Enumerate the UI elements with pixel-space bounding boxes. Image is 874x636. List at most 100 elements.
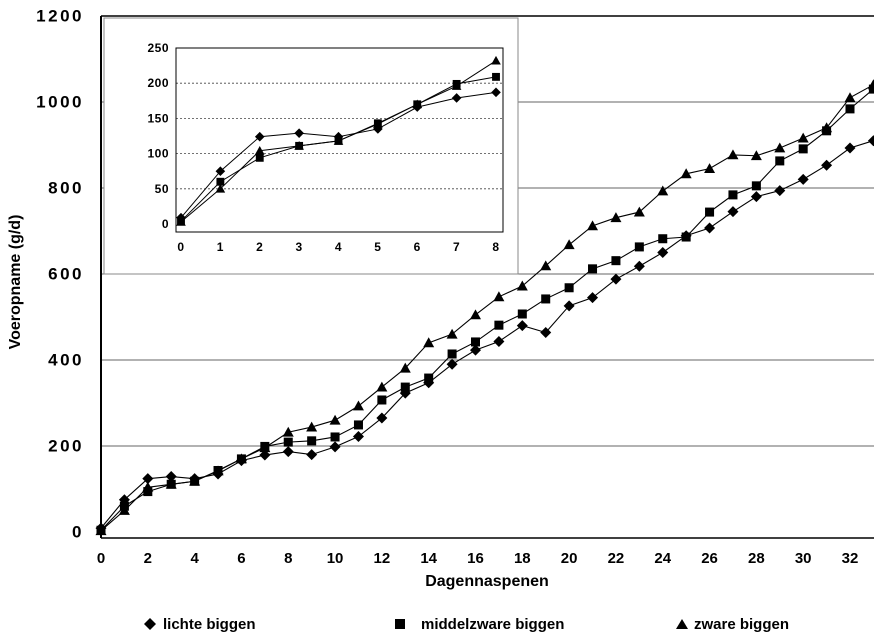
main-data-point-triangle [516, 280, 528, 291]
main-data-point-triangle [633, 206, 645, 217]
main-data-point-diamond [704, 222, 716, 234]
main-data-point-triangle [165, 478, 177, 489]
main-data-point-diamond [657, 247, 669, 258]
main-data-point-triangle [587, 220, 599, 231]
main-data-point-triangle [797, 132, 809, 143]
main-data-point-triangle [680, 168, 692, 179]
inset-x-tick-label: 0 [177, 240, 184, 254]
main-data-point-diamond [797, 173, 809, 185]
main-series-square [96, 84, 874, 535]
main-x-tick-label: 20 [561, 550, 578, 567]
inset-series-triangle [176, 55, 501, 226]
inset-y-tick-label: 50 [155, 182, 169, 196]
inset-data-point-diamond [294, 128, 304, 138]
legend-item-middelzware-biggen: middelzware biggen [395, 616, 564, 633]
main-x-tick-label: 8 [284, 550, 292, 567]
main-x-tick-label: 32 [842, 550, 859, 567]
main-data-point-triangle [235, 453, 247, 464]
main-data-point-diamond [446, 358, 458, 370]
main-data-point-triangle [212, 465, 224, 476]
main-data-point-square [447, 349, 457, 359]
main-series-line [100, 140, 874, 529]
main-x-tick-label: 2 [144, 550, 152, 567]
main-data-point-diamond [282, 446, 294, 458]
y-axis-title: Voeropname (g/d) [7, 215, 24, 350]
inset-x-tick-label: 8 [492, 240, 499, 254]
inset-data-point-diamond [373, 124, 383, 134]
main-data-point-triangle [259, 442, 271, 453]
main-x-tick-label: 18 [514, 550, 531, 567]
main-y-tick-label: 200 [48, 437, 84, 456]
legend-label: zware biggen [694, 616, 789, 633]
main-data-point-diamond [540, 326, 552, 338]
main-x-tick-label: 14 [420, 550, 437, 567]
main-x-tick-label: 24 [654, 550, 671, 567]
main-data-point-triangle [352, 400, 364, 411]
inset-data-point-diamond [451, 93, 462, 103]
main-data-point-square [494, 320, 504, 330]
inset-data-point-diamond [215, 166, 226, 176]
main-data-point-square [681, 232, 691, 242]
main-data-point-triangle [750, 150, 762, 161]
main-data-point-square [611, 256, 621, 266]
inset-data-point-triangle [215, 184, 226, 193]
main-data-point-diamond [587, 292, 599, 304]
main-data-point-triangle [469, 309, 481, 320]
inset-data-point-square [255, 153, 264, 162]
main-series-line [100, 84, 874, 532]
inset-y-tick-label: 200 [147, 76, 169, 90]
legend-label: middelzware biggen [421, 616, 564, 633]
inset-data-point-square [492, 72, 500, 81]
main-data-point-square [377, 395, 387, 405]
main-data-point-square [775, 156, 785, 166]
main-series-triangle [95, 79, 874, 536]
main-data-point-triangle [704, 163, 716, 174]
inset-data-point-triangle [176, 217, 186, 226]
main-data-point-diamond [563, 300, 575, 312]
inset-series-group [176, 55, 501, 226]
main-x-tick-label: 30 [795, 550, 812, 567]
inset-x-tick-label: 4 [335, 240, 342, 254]
inset-x-tick-label: 2 [256, 240, 263, 254]
main-data-point-triangle [867, 79, 874, 90]
main-data-point-triangle [844, 92, 856, 103]
inset-data-point-triangle [373, 119, 383, 128]
main-data-point-diamond [352, 431, 364, 443]
main-data-point-square [728, 190, 738, 200]
main-data-point-triangle [399, 362, 411, 373]
inset-gridlines [176, 82, 503, 190]
main-data-point-triangle [540, 260, 552, 271]
main-data-point-diamond [376, 412, 388, 424]
main-data-point-square [307, 436, 317, 446]
inset-y-tick-label: 100 [147, 147, 169, 161]
main-data-point-square [353, 420, 363, 430]
inset-data-point-diamond [491, 87, 501, 98]
main-x-tick-label: 28 [748, 550, 765, 567]
inset-data-point-triangle [412, 99, 423, 109]
inset-plot-box [175, 47, 504, 233]
main-data-point-square [330, 432, 340, 442]
main-data-point-triangle [657, 185, 669, 196]
main-x-tick-label: 6 [237, 550, 245, 567]
main-data-point-diamond [633, 260, 645, 272]
inset-x-tick-label: 1 [217, 240, 224, 254]
main-y-tick-label: 1000 [36, 93, 84, 112]
main-data-point-square [424, 373, 434, 383]
x-axis-title: Dagennaspenen [425, 573, 549, 590]
main-y-tick-label: 600 [48, 265, 84, 284]
main-y-tick-label: 400 [48, 351, 84, 370]
main-data-point-diamond [493, 336, 505, 348]
main-data-point-diamond [469, 344, 481, 356]
main-data-point-square [634, 242, 644, 252]
main-data-point-triangle [727, 149, 739, 160]
legend-label: lichte biggen [163, 616, 256, 633]
main-data-point-triangle [282, 426, 294, 437]
main-y-tick-label: 1200 [36, 7, 84, 26]
legend: lichte biggen middelzware biggen zware b… [144, 616, 789, 633]
main-data-point-triangle [610, 212, 622, 223]
inset-x-tick-label: 6 [414, 240, 421, 254]
main-data-point-square [283, 437, 293, 447]
main-data-point-triangle [142, 481, 154, 492]
main-data-point-diamond [259, 449, 271, 461]
